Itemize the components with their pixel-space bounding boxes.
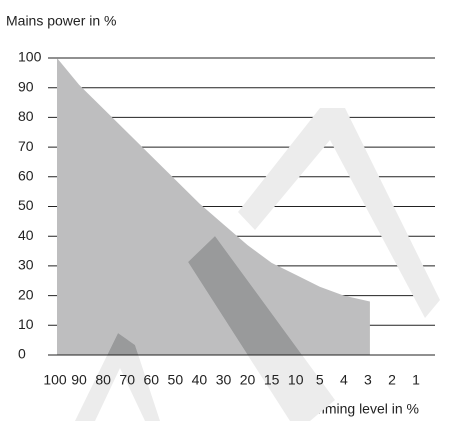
x-tick-label: 15	[264, 372, 280, 388]
y-tick-label: 0	[18, 346, 26, 362]
y-tick-label: 70	[18, 138, 34, 154]
y-tick-label: 20	[18, 286, 34, 302]
x-tick-label: 40	[192, 372, 208, 388]
x-axis-label: Dimming level in %	[300, 401, 419, 417]
y-tick-label: 90	[18, 78, 34, 94]
x-tick-label: 4	[340, 372, 348, 388]
x-tick-label: 90	[71, 372, 87, 388]
y-axis-label: Mains power in %	[6, 13, 117, 29]
x-tick-label: 50	[168, 372, 184, 388]
x-tick-label: 10	[288, 372, 304, 388]
y-tick-label: 100	[18, 49, 42, 65]
y-tick-label: 50	[18, 197, 34, 213]
x-tick-label: 60	[143, 372, 159, 388]
x-tick-label: 70	[119, 372, 135, 388]
area	[57, 58, 370, 355]
x-tick-label: 5	[316, 372, 324, 388]
x-tick-label: 3	[364, 372, 372, 388]
x-tick-label: 100	[43, 372, 67, 388]
x-tick-label: 30	[216, 372, 232, 388]
y-tick-label: 80	[18, 108, 34, 124]
x-tick-label: 1	[412, 372, 420, 388]
y-tick-label: 40	[18, 227, 34, 243]
x-tick-label: 20	[240, 372, 256, 388]
x-tick-label: 80	[95, 372, 111, 388]
x-tick-label: 2	[388, 372, 396, 388]
y-tick-label: 60	[18, 168, 34, 184]
y-tick-label: 10	[18, 316, 34, 332]
y-tick-label: 30	[18, 257, 34, 273]
